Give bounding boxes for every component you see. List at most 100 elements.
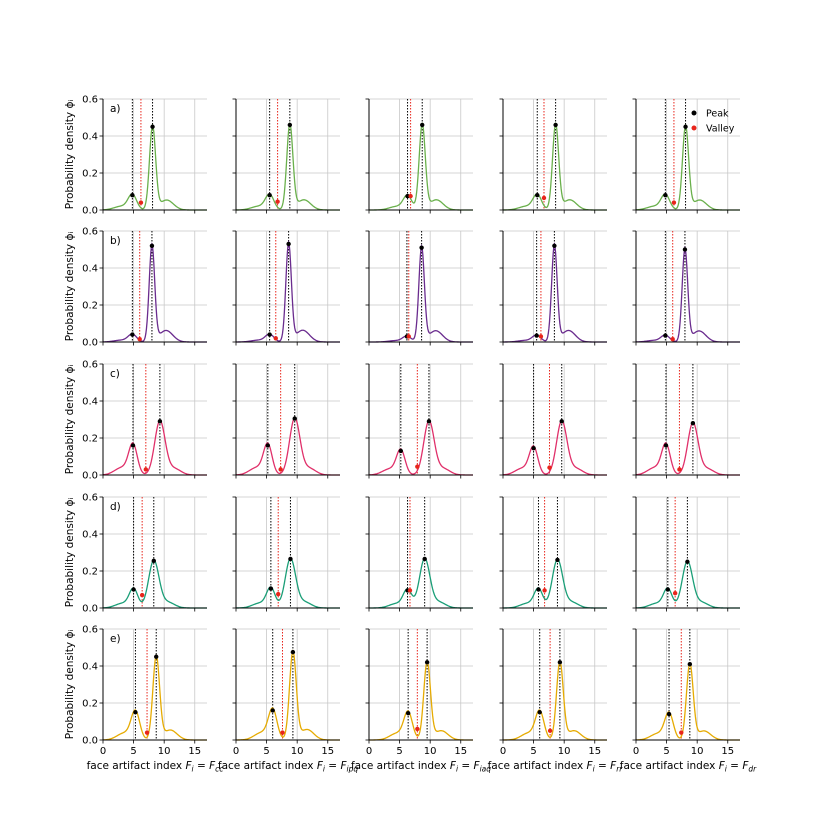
panel-r2-c3 (365, 230, 473, 346)
peak1-point (268, 586, 274, 591)
peak1-point (265, 443, 271, 448)
peak2-point (290, 649, 296, 655)
valley-point (670, 337, 675, 342)
x-tick-label: 5 (530, 746, 536, 757)
valley-point (547, 728, 553, 733)
legend-valley-marker (691, 125, 697, 131)
peak2-point (553, 122, 558, 128)
x-axis-label: face artifact index Fi = Fiaq (351, 760, 491, 774)
valley-point (671, 200, 677, 205)
panel-r2-c2 (232, 230, 340, 346)
peak1-point (663, 193, 668, 198)
peak1-point (270, 708, 275, 713)
y-tick-label: 0.4 (82, 662, 98, 673)
peak1-point (666, 711, 672, 717)
valley-point (143, 467, 149, 472)
peak2-point (151, 558, 156, 564)
valley-point (679, 730, 684, 735)
peak1-point (130, 193, 135, 198)
panel-r4-c3 (365, 496, 473, 612)
panel-r2-c4 (499, 230, 607, 346)
row-tag: e) (110, 633, 121, 645)
peak2-point (288, 556, 293, 562)
peak1-point (267, 193, 272, 198)
density-curve (635, 661, 740, 741)
peak1-point (133, 710, 138, 715)
legend-peak-marker (691, 110, 697, 116)
panel-r5-c2: 0 5 10 15 (232, 628, 340, 757)
density-curve (235, 121, 340, 211)
density-curve (503, 558, 607, 609)
x-tick-label: 15 (454, 746, 467, 757)
density-curve (102, 419, 207, 476)
x-tick-label: 15 (588, 746, 601, 757)
density-curve (635, 421, 740, 476)
y-tick-label: 0.0 (82, 206, 98, 217)
panel-r1-c5 (632, 98, 740, 214)
density-curve (369, 121, 473, 211)
density-curve (369, 243, 473, 343)
peak2-point (422, 556, 427, 562)
legend-valley-label: Valley (706, 124, 735, 135)
y-tick-label: 0.2 (82, 301, 98, 312)
valley-point (273, 336, 278, 341)
valley-point (139, 592, 145, 598)
peak2-point (687, 661, 693, 667)
panel-r3-c1: 0.0 0.2 0.4 0.6 c) (82, 360, 207, 482)
peak2-point (286, 241, 291, 247)
x-tick-label: 0 (366, 746, 372, 757)
density-curve (368, 419, 473, 476)
density-curve (635, 123, 740, 211)
valley-point (144, 730, 150, 735)
density-curve (502, 419, 607, 476)
peak1-point (405, 710, 411, 716)
y-tick-label: 0.6 (82, 227, 98, 238)
valley-point (541, 195, 547, 201)
density-curve (503, 659, 607, 741)
peak1-point (663, 333, 668, 338)
x-tick-label: 0 (500, 746, 506, 757)
peak1-point (405, 193, 410, 199)
density-curve (635, 560, 740, 609)
y-tick-label: 0.4 (82, 132, 98, 143)
peak2-point (426, 419, 432, 424)
valley-point (278, 467, 283, 472)
panel-r2-c5 (632, 230, 740, 346)
density-curve (368, 557, 473, 609)
y-tick-label: 0.6 (82, 493, 98, 504)
y-tick-label: 0.0 (82, 604, 98, 615)
x-tick-label: 5 (263, 746, 269, 757)
valley-point (542, 588, 547, 593)
x-tick-label: 15 (188, 746, 201, 757)
valley-point (137, 337, 142, 342)
peak1-point (130, 332, 135, 337)
row-tag: c) (110, 368, 120, 380)
x-tick-label: 10 (158, 746, 171, 757)
peak2-point (559, 419, 564, 424)
density-curve (236, 240, 340, 343)
y-axis-label: Probability density ϕᵢ (64, 100, 76, 210)
peak2-point (157, 419, 163, 424)
x-axis-label: face artifact index Fi = Fcc (87, 760, 225, 774)
peak2-point (555, 557, 560, 563)
y-axis-label: Probability density ϕᵢ (64, 630, 76, 740)
x-tick-label: 10 (691, 746, 704, 757)
peak2-point (150, 124, 155, 129)
density-curve (236, 649, 340, 741)
y-tick-label: 0.4 (82, 264, 98, 275)
peak1-point (398, 448, 404, 454)
density-curve (102, 654, 207, 741)
y-tick-label: 0.6 (82, 95, 98, 106)
density-curve (235, 557, 340, 609)
legend-peak-label: Peak (706, 109, 729, 120)
valley-point (415, 726, 420, 732)
peak2-point (154, 654, 159, 659)
row-tag: a) (110, 103, 121, 115)
peak2-point (292, 416, 297, 421)
density-curve (502, 121, 607, 211)
panel-r4-c4 (499, 496, 607, 612)
peak2-point (149, 243, 155, 248)
peak1-point (267, 332, 272, 337)
panel-r1-c2 (232, 98, 340, 214)
